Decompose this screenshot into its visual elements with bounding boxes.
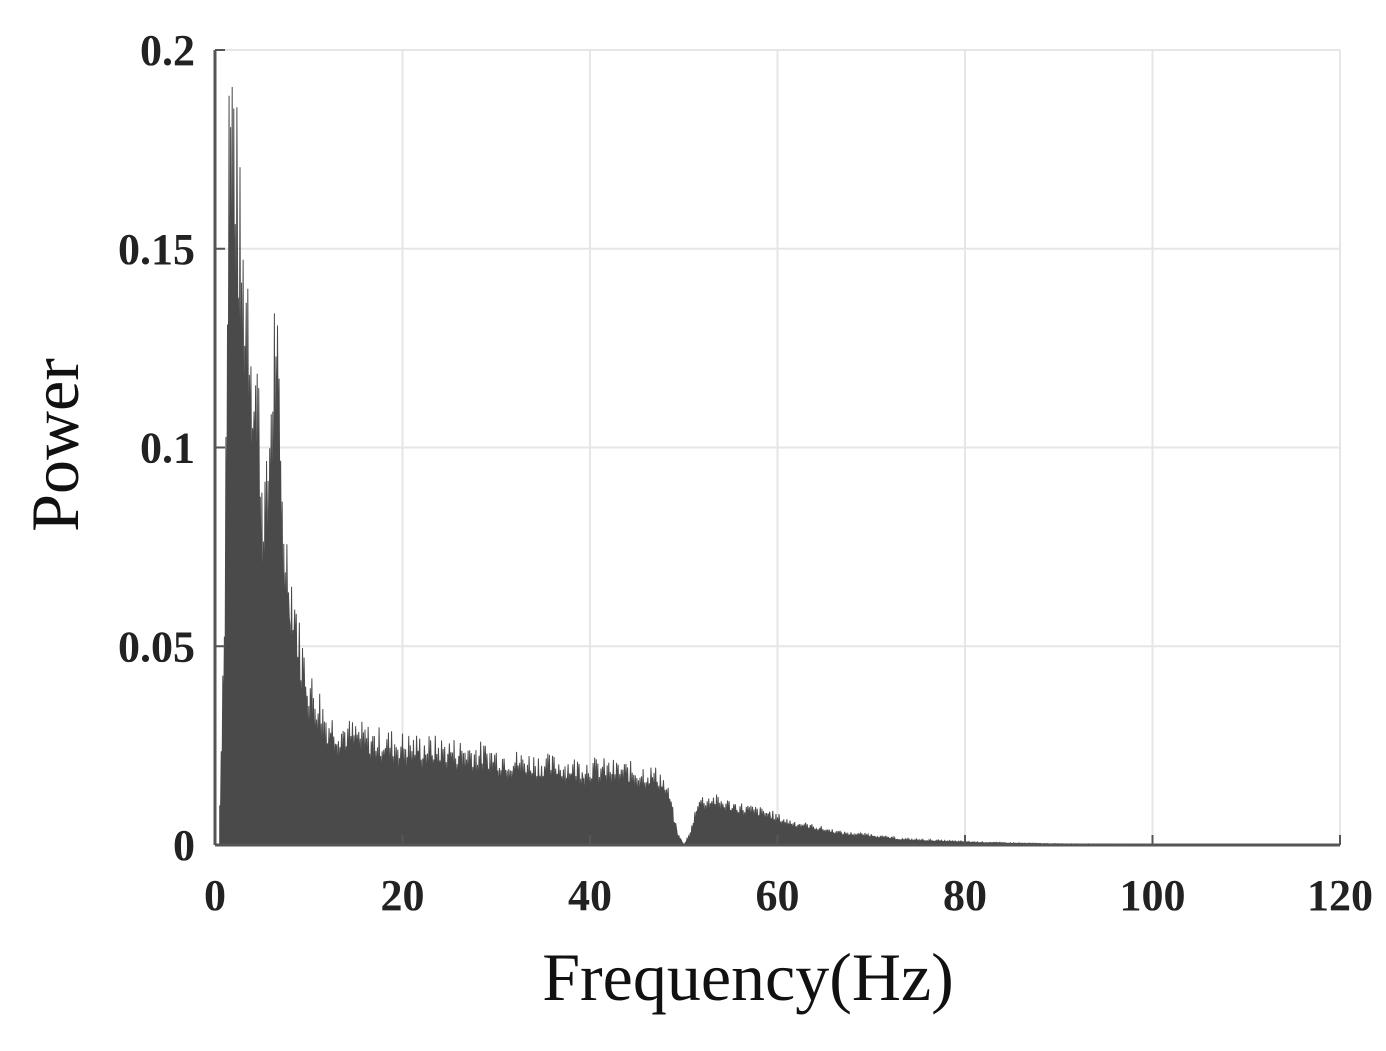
y-axis-title: Power — [17, 358, 93, 532]
y-tick-label: 0.05 — [118, 622, 195, 671]
x-tick-labels: 0 20 40 60 80 100 120 — [204, 871, 1373, 920]
x-tick-label: 80 — [943, 871, 987, 920]
y-tick-label: 0.2 — [140, 26, 195, 75]
spectrum-area — [219, 87, 1341, 846]
x-tick-label: 60 — [756, 871, 800, 920]
axes — [213, 49, 1341, 847]
x-tick-label: 100 — [1120, 871, 1186, 920]
grid-lines — [215, 49, 1341, 845]
x-tick-label: 120 — [1307, 871, 1373, 920]
x-tick-label: 0 — [204, 871, 226, 920]
y-tick-label: 0.1 — [140, 424, 195, 473]
x-tick-label: 20 — [381, 871, 425, 920]
x-axis-title: Frequency(Hz) — [542, 939, 954, 1015]
x-tick-label: 40 — [568, 871, 612, 920]
y-tick-label: 0 — [173, 821, 195, 870]
y-tick-label: 0.15 — [118, 225, 195, 274]
spectrum-fill — [219, 87, 1341, 846]
y-tick-labels: 0 0.05 0.1 0.15 0.2 — [118, 26, 195, 870]
